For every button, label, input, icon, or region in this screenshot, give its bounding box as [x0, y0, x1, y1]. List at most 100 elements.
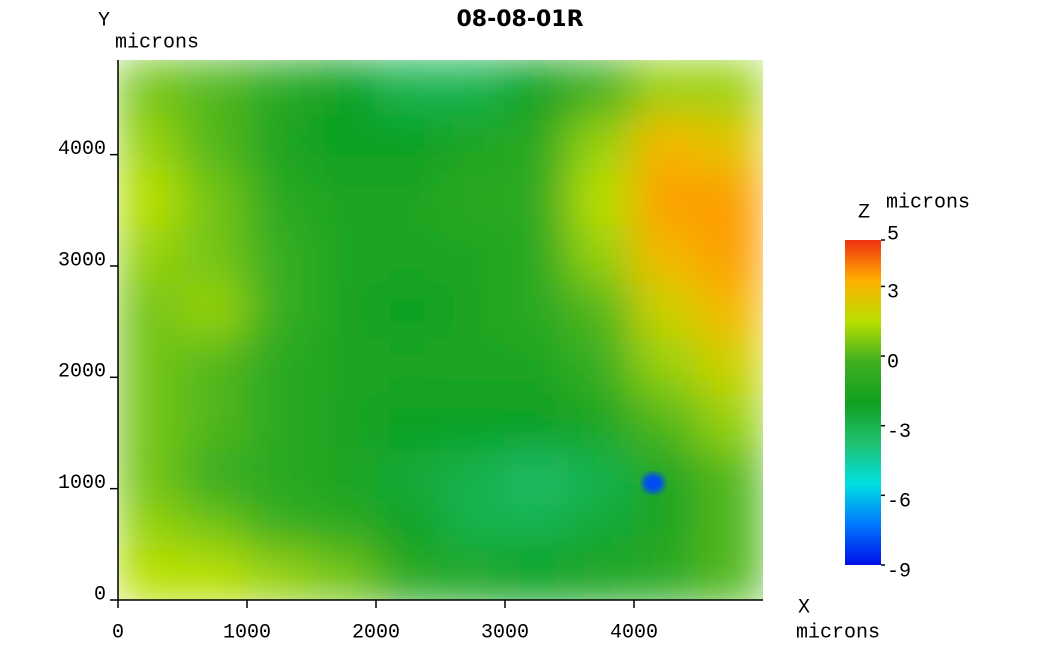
heat-cell [504, 226, 571, 283]
heat-cell [375, 60, 442, 116]
x-axis-label: X [798, 596, 810, 619]
heat-cell [375, 449, 442, 506]
heat-cell [697, 60, 763, 116]
heat-cell [697, 226, 763, 283]
x-tick-label: 4000 [610, 621, 658, 644]
x-tick-label: 1000 [223, 621, 271, 644]
x-tick-label: 3000 [481, 621, 529, 644]
heat-cell [118, 282, 184, 339]
heat-cell [375, 549, 442, 600]
heat-cell [633, 60, 700, 116]
heat-cell [697, 171, 763, 228]
heat-cell [118, 226, 184, 283]
heat-cell [439, 171, 506, 228]
colorbar-tick-label: 0 [887, 351, 899, 374]
y-tick-label: 0 [94, 583, 106, 606]
heat-cell [633, 549, 700, 600]
heat-cell [633, 115, 700, 172]
heat-cell [504, 549, 571, 600]
heat-cell [375, 171, 442, 228]
heat-cell [439, 115, 506, 172]
heat-cell [310, 282, 377, 339]
heat-cell [504, 393, 571, 450]
heat-cell [310, 60, 377, 116]
heat-cell [118, 115, 184, 172]
heat-cell [633, 171, 700, 228]
heat-cell [181, 338, 248, 395]
heat-cell [181, 60, 248, 116]
x-tick-label: 0 [112, 621, 124, 644]
heat-cell [568, 171, 635, 228]
heat-cell [246, 549, 313, 600]
heat-cell [504, 449, 571, 506]
heat-cell [697, 393, 763, 450]
heat-cell [568, 60, 635, 116]
y-axis-unit: microns [115, 31, 199, 54]
colorbar-tick-label: 5 [887, 223, 899, 246]
plot-area [118, 60, 763, 600]
heat-cell [697, 282, 763, 339]
heat-cell [375, 393, 442, 450]
y-tick-label: 3000 [58, 249, 106, 272]
heat-cell [310, 393, 377, 450]
heat-cell [375, 282, 442, 339]
heat-cell [439, 338, 506, 395]
heat-cell [697, 115, 763, 172]
heat-cell [504, 60, 571, 116]
heat-cell [504, 115, 571, 172]
heat-cell [439, 282, 506, 339]
heat-cell [504, 171, 571, 228]
colorbar-tick-label: -9 [887, 560, 911, 583]
heat-cell [439, 60, 506, 116]
heat-cell [439, 449, 506, 506]
heat-cell [633, 393, 700, 450]
heat-cell [568, 115, 635, 172]
heat-cell [118, 338, 184, 395]
heat-cell [633, 226, 700, 283]
heat-cell [181, 449, 248, 506]
heat-cell [310, 171, 377, 228]
colorbar-tick-label: -6 [887, 491, 911, 514]
heat-cell [375, 338, 442, 395]
heat-cell [568, 338, 635, 395]
heat-cell [633, 282, 700, 339]
y-tick-label: 4000 [58, 138, 106, 161]
heat-cell [633, 449, 700, 506]
y-tick-label: 2000 [58, 361, 106, 384]
heat-cell [246, 282, 313, 339]
x-axis-unit: microns [796, 621, 880, 644]
x-tick-label: 2000 [352, 621, 400, 644]
heat-cell [118, 393, 184, 450]
heatmap [118, 60, 763, 600]
heat-cell [246, 171, 313, 228]
heat-cell [310, 115, 377, 172]
heat-cell [697, 338, 763, 395]
chart-title: 08-08-01R [456, 7, 583, 32]
z-axis-label: Z [858, 201, 870, 224]
heat-cell [181, 226, 248, 283]
heat-cell [246, 449, 313, 506]
heat-cell [118, 171, 184, 228]
heat-cell [439, 226, 506, 283]
heat-cell [375, 226, 442, 283]
colorbar-tick-label: -3 [887, 421, 911, 444]
heat-cell [439, 549, 506, 600]
heat-cell [504, 282, 571, 339]
heat-cell [310, 338, 377, 395]
heat-cell [310, 449, 377, 506]
heat-cell [568, 393, 635, 450]
heat-cell [118, 549, 184, 600]
heat-cell [633, 338, 700, 395]
heat-cell [118, 449, 184, 506]
z-axis-unit: microns [886, 191, 970, 214]
heat-cell [568, 549, 635, 600]
y-tick-label: 1000 [58, 472, 106, 495]
heat-cell [181, 282, 248, 339]
heat-cell [568, 282, 635, 339]
heat-cell [246, 226, 313, 283]
heat-cell [181, 549, 248, 600]
colorbar [845, 240, 881, 565]
y-axis-label: Y [98, 9, 110, 32]
heat-cell [246, 393, 313, 450]
